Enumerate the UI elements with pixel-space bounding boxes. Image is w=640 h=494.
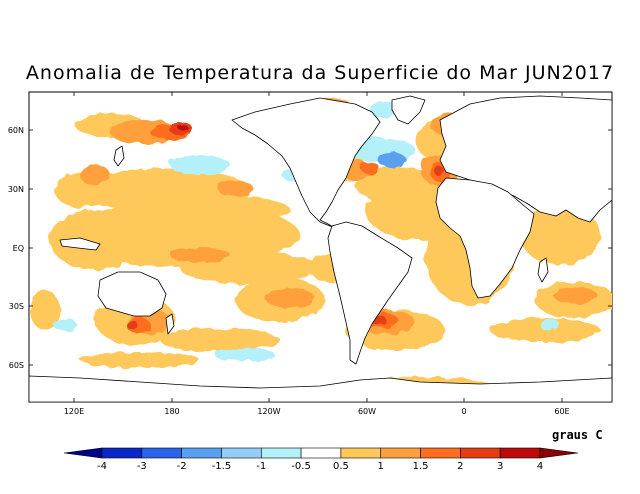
map-title: Anomalia de Temperatura da Superficie do…: [25, 62, 615, 84]
lon-label: 60W: [358, 407, 376, 416]
cool-anomaly-15-2: [378, 152, 406, 168]
colorbar-label: -4: [97, 461, 107, 472]
japan: [113, 145, 125, 167]
colorbar: -4 -3 -2 -1.5 -1 -0.5 0.5 1 1.5 2 3 4: [63, 447, 579, 472]
colorbar-swatch: [101, 447, 143, 459]
lon-label: 60E: [554, 407, 569, 416]
colorbar-arrow-low: [63, 447, 103, 459]
eurasia: [439, 95, 613, 223]
colorbar-swatch: [260, 447, 302, 459]
colorbar-label: -1: [256, 461, 266, 472]
colorbar-swatch: [380, 447, 421, 459]
colorbar-swatch: [420, 447, 461, 459]
lon-label: 0: [461, 407, 466, 416]
lat-label: 30N: [8, 185, 24, 194]
indonesia: [59, 237, 101, 251]
south-america: [327, 221, 413, 365]
colorbar-label: 1: [378, 461, 384, 472]
colorbar-label: 0.5: [333, 461, 349, 472]
colorbar-units: graus C: [552, 428, 603, 442]
antarctica: [28, 375, 613, 403]
colorbar-swatch: [181, 447, 222, 459]
colorbar-swatch: [340, 447, 382, 459]
colorbar-swatch: [300, 447, 342, 459]
lon-labels: 120E 180 120W 60W 0 60E: [64, 407, 570, 416]
colorbar-label: -1.5: [212, 461, 232, 472]
axis-ticks: [29, 92, 612, 402]
greenland: [391, 95, 426, 125]
colorbar-label: -0.5: [291, 461, 311, 472]
colorbar-swatch: [221, 447, 262, 459]
land-masses: [28, 95, 613, 403]
colorbar-swatch: [141, 447, 182, 459]
colorbar-swatch: [499, 447, 541, 459]
new-zealand: [165, 313, 175, 335]
lat-label: 60N: [8, 126, 24, 135]
colorbar-label: 2: [457, 461, 463, 472]
colorbar-label: 1.5: [413, 461, 429, 472]
lat-label: 60S: [9, 361, 24, 370]
lat-label: EQ: [13, 244, 24, 253]
colorbar-label: -3: [137, 461, 147, 472]
colorbar-label: 3: [497, 461, 503, 472]
colorbar-label: 4: [537, 461, 543, 472]
madagascar: [537, 257, 549, 283]
north-america: [231, 97, 381, 229]
colorbar-arrow-high: [539, 447, 579, 459]
colorbar-swatch: [460, 447, 501, 459]
lat-label: 30S: [9, 302, 24, 311]
australia: [97, 271, 167, 317]
africa: [435, 177, 535, 299]
lon-label: 120E: [64, 407, 84, 416]
lon-label: 120W: [257, 407, 280, 416]
lat-labels: 60N 30N EQ 30S 60S: [8, 126, 24, 370]
colorbar-label: -2: [177, 461, 187, 472]
lon-label: 180: [164, 407, 179, 416]
